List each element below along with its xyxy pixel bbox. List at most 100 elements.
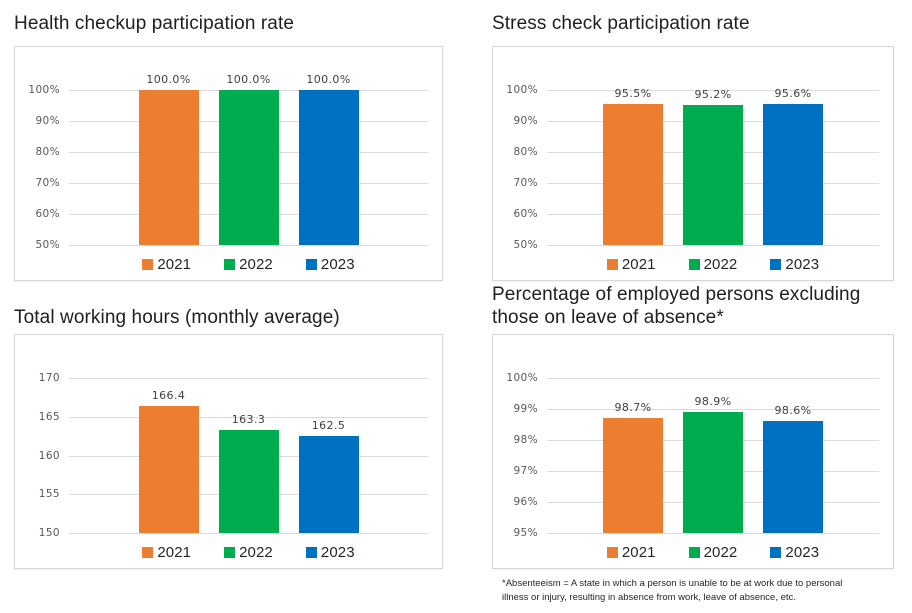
bar-value-label: 98.9% [694,395,732,409]
legend-label: 2022 [703,544,738,561]
legend-item-2023: 2023 [770,544,819,561]
bar-2021: 166.4 [138,389,199,533]
y-tick-label: 70% [513,177,538,189]
legend-item-2021: 2021 [606,544,656,561]
y-tick-label: 50% [35,239,60,251]
gridline: 95% [513,527,879,539]
bar-2021: 98.7% [603,401,663,533]
bar-2023: 95.6% [763,87,823,245]
gridline: 100% [506,84,879,96]
chart-block-stress-check: Stress check participation rate 100% 90% 8… [492,12,894,281]
legend-swatch-icon [305,259,317,270]
y-tick-label: 60% [35,208,60,220]
chart-panel: 100% 90% 80% 70% 60% 50% 95.5% 95.2% 95.6% 2021 2… [492,46,894,281]
y-tick-label: 100% [28,84,60,96]
chart-title-health-checkup: Health checkup participation rate [14,12,443,46]
chart-legend: 2021 2022 2023 [69,256,428,273]
legend-item-2022: 2022 [224,544,273,561]
bar-value-label: 98.6% [774,404,812,418]
chart-title-text: Percentage of employed persons excluding… [492,284,861,328]
legend-swatch-icon [688,259,700,270]
bar-value-label: 95.5% [614,86,652,100]
legend-swatch-icon [606,547,618,558]
y-tick-label: 96% [513,496,538,508]
bar-value-label: 163.3 [231,412,266,426]
bar-2023: 162.5 [298,419,359,533]
legend-label: 2021 [621,256,656,273]
charts-grid: Health checkup participation rate 100% 90… [14,12,912,605]
chart-panel: 170 165 160 155 150 166.4 163.3 162.5 2021 2022 2… [14,334,443,569]
legend-label: 2023 [785,256,820,273]
y-tick-label: 100% [506,84,538,96]
absenteeism-footnote: *Absenteeism = A state in which a person… [502,578,843,603]
legend-swatch-icon [142,547,154,558]
plot-area: 100% 90% 80% 70% 60% 50% 95.5% 95.2% 95.6% [506,84,879,251]
legend-label: 2021 [157,544,192,561]
gridline: 165 [39,411,428,423]
chart-block-total-working-hours: Total working hours (monthly average) 17… [14,288,443,605]
bar-value-label: 100.0% [146,73,191,86]
chart-title-stress-check: Stress check participation rate [492,12,894,46]
legend-label: 2023 [785,544,820,561]
bar-2021: 95.5% [603,87,663,245]
bar-2022: 163.3 [218,413,279,533]
legend-swatch-icon [688,547,700,558]
plot-area: 100% 90% 80% 70% 60% 50% 100.0% 100.0% 100.0% [28,73,428,251]
bar-2021: 100.0% [138,73,199,245]
bar-2022: 98.9% [683,395,743,533]
legend-label: 2023 [320,544,355,561]
legend-item-2023: 2023 [770,256,819,273]
y-tick-label: 150 [38,527,60,539]
y-tick-label: 90% [35,115,60,127]
chart-panel: 100% 99% 98% 97% 96% 95% 98.7% 98.9% 98.6% 2021 2… [492,334,894,569]
chart-title-employed-persons: Percentage of employed persons excluding… [492,284,894,334]
legend-swatch-icon [305,547,317,558]
legend-item-2021: 2021 [142,256,191,273]
bar-2023: 98.6% [763,404,823,533]
bar-value-label: 98.7% [614,401,652,415]
chart-title-text: Total working hours (monthly average) [14,306,340,328]
legend-item-2022: 2022 [224,256,273,273]
y-tick-label: 80% [35,146,60,158]
legend-item-2023: 2023 [305,544,355,561]
y-tick-label: 98% [513,434,538,446]
y-tick-label: 170 [38,372,60,384]
chart-legend: 2021 2022 2023 [547,256,879,273]
chart-block-employed-persons: Percentage of employed persons excluding… [492,284,894,605]
plot-area: 100% 99% 98% 97% 96% 95% 98.7% 98.9% 98.6% [506,372,879,539]
y-tick-label: 100% [506,372,538,384]
bar-2022: 100.0% [218,73,279,245]
y-tick-label: 95% [513,527,538,539]
gridline: 170 [39,372,428,384]
legend-swatch-icon [142,259,154,270]
y-tick-label: 165 [38,410,60,423]
legend-swatch-icon [606,259,618,270]
bar-value-label: 95.2% [694,87,732,101]
y-tick-label: 80% [513,146,538,158]
gridline: 100% [506,372,879,384]
chart-title-text: Health checkup participation rate [14,13,295,34]
y-tick-label: 90% [513,115,538,127]
legend-swatch-icon [224,259,236,270]
gridline: 50% [35,239,428,251]
y-tick-label: 160 [38,449,60,462]
legend-label: 2022 [239,544,273,561]
chart-legend: 2021 2022 2023 [547,544,879,561]
legend-item-2022: 2022 [688,256,738,273]
legend-swatch-icon [770,259,782,270]
plot-area: 170 165 160 155 150 166.4 163.3 162.5 [39,372,428,539]
chart-panel: 100% 90% 80% 70% 60% 50% 100.0% 100.0% 100.0% 20… [14,46,443,281]
legend-label: 2022 [703,256,738,273]
legend-label: 2021 [157,256,192,273]
chart-legend: 2021 2022 2023 [69,544,428,561]
chart-block-health-checkup: Health checkup participation rate 100% 90… [14,12,443,281]
chart-title-text: Stress check participation rate [492,13,750,34]
bar-value-label: 162.5 [311,419,346,433]
legend-item-2022: 2022 [688,544,738,561]
gridline: 150 [39,527,428,539]
bar-2023: 100.0% [298,73,359,245]
y-tick-label: 97% [513,465,538,477]
legend-item-2021: 2021 [606,256,656,273]
gridline: 50% [513,239,879,251]
legend-label: 2022 [239,256,273,273]
